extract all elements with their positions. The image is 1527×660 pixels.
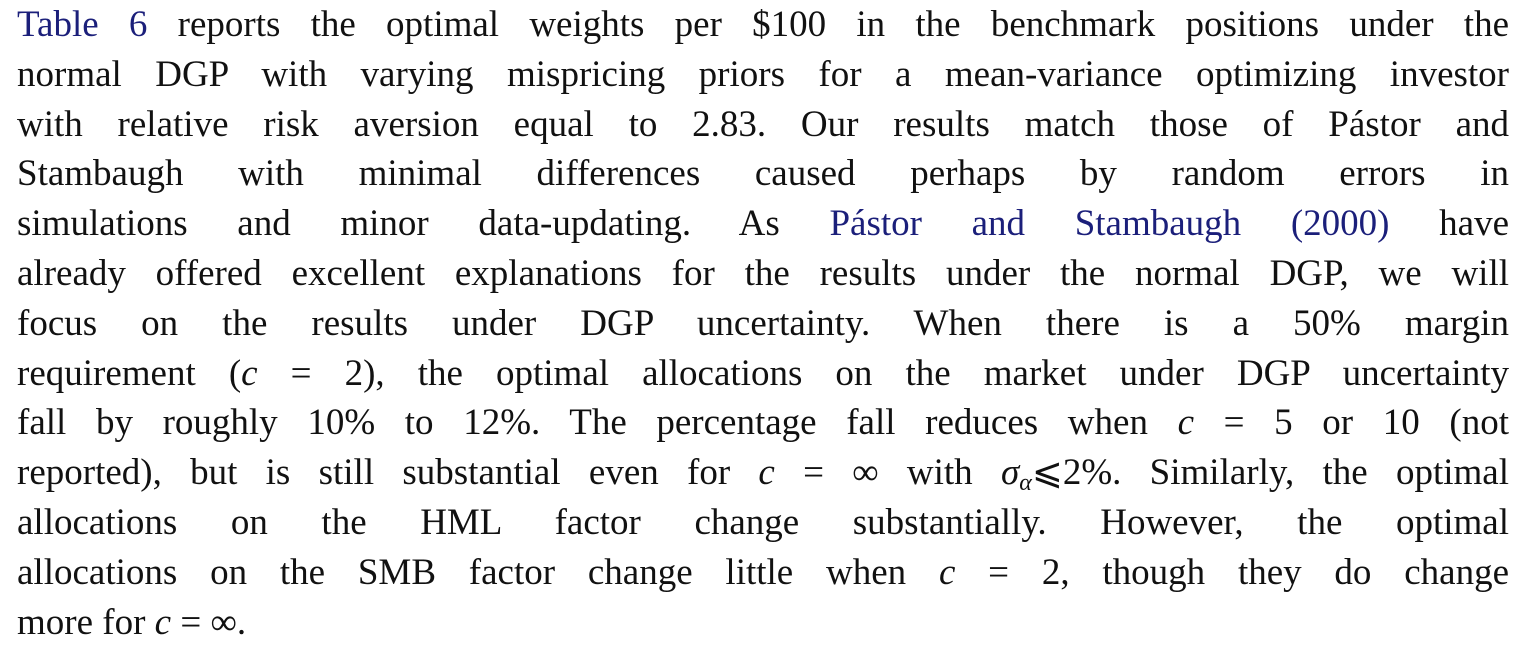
math-variable: c	[154, 601, 172, 643]
text-span: allocations on the HML factor change sub…	[17, 502, 1509, 543]
text-line: allocations on the SMB factor change lit…	[17, 548, 1509, 598]
text-span: have	[1389, 203, 1509, 245]
math-variable: c	[758, 452, 775, 494]
text-span: allocations on the SMB factor change lit…	[17, 551, 939, 593]
text-span: reported), but is still substantial even…	[17, 452, 759, 494]
text-span: = 2, though they do change	[955, 551, 1509, 593]
text-span: with relative risk aversion equal to 2.8…	[17, 103, 1509, 145]
table-reference[interactable]: Table 6	[17, 4, 148, 45]
text-line: Stambaugh with minimal differences cause…	[17, 149, 1509, 199]
text-span: fall by roughly 10% to 12%. The percenta…	[17, 402, 1178, 444]
text-span: = ∞.	[171, 601, 247, 643]
text-line: requirement (c = 2), the optimal allocat…	[17, 349, 1509, 399]
math-variable: c	[1177, 402, 1195, 444]
text-span: = 2), the optimal allocations on the mar…	[257, 352, 1509, 394]
text-span: simulations and minor data-updating. As	[17, 203, 830, 245]
text-line: allocations on the HML factor change sub…	[17, 498, 1509, 548]
text-line: already offered excellent explanations f…	[17, 249, 1509, 299]
text-line: more for c = ∞.	[17, 598, 1509, 648]
text-line: simulations and minor data-updating. As …	[17, 199, 1509, 249]
math-variable: c	[938, 551, 956, 593]
text-line: fall by roughly 10% to 12%. The percenta…	[17, 398, 1509, 448]
text-span: already offered excellent explanations f…	[17, 253, 1509, 294]
text-span: focus on the results under DGP uncertain…	[17, 302, 1509, 344]
math-variable: c	[241, 352, 258, 394]
text-span: = ∞ with	[774, 452, 1001, 494]
math-subscript: α	[1019, 470, 1032, 497]
text-line: normal DGP with varying mispricing prior…	[17, 50, 1509, 100]
text-line: reported), but is still substantial even…	[17, 448, 1509, 498]
text-span: ⩽2%. Similarly, the optimal	[1031, 452, 1509, 494]
text-line: with relative risk aversion equal to 2.8…	[17, 100, 1509, 150]
text-line: focus on the results under DGP uncertain…	[17, 299, 1509, 349]
math-variable: σ	[1000, 452, 1020, 494]
citation-pastor-stambaugh[interactable]: Pástor and Stambaugh (2000)	[829, 203, 1390, 245]
text-span: = 5 or 10 (not	[1194, 402, 1510, 444]
text-span: Stambaugh with minimal differences cause…	[17, 153, 1509, 195]
text-span: reports the optimal weights per $100 in …	[147, 4, 1509, 45]
text-span: normal DGP with varying mispricing prior…	[17, 53, 1509, 95]
text-line: Table 6 reports the optimal weights per …	[17, 0, 1509, 50]
text-span: requirement (	[17, 352, 242, 394]
text-span: more for	[17, 601, 155, 643]
